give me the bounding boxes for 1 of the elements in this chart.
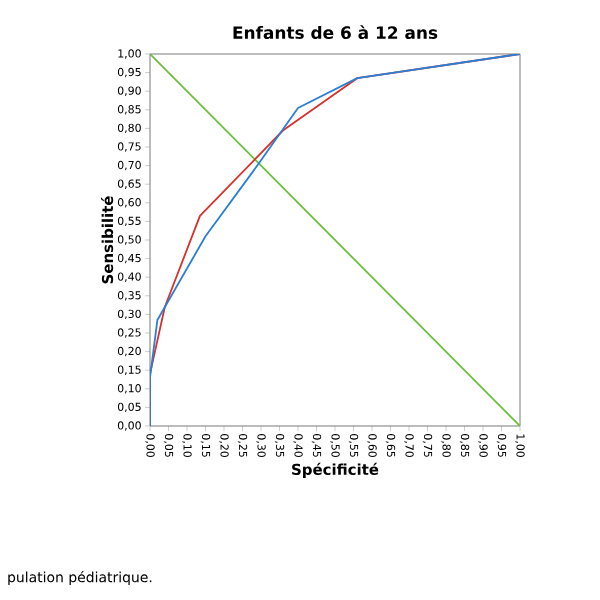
chart-title: Enfants de 6 à 12 ans xyxy=(233,25,438,40)
